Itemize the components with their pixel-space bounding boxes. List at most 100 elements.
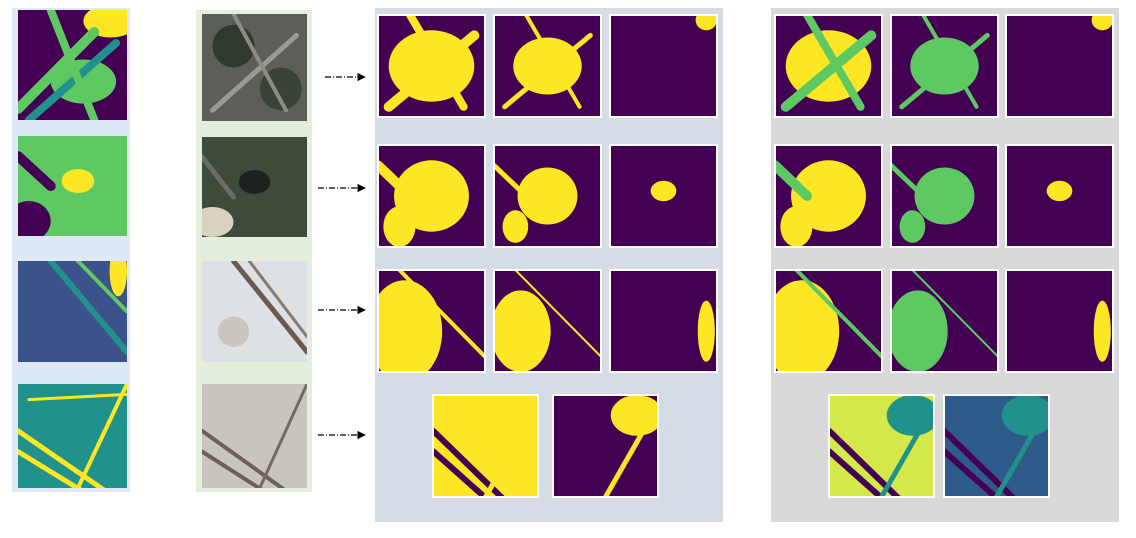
stroke: [18, 27, 100, 114]
tile-border: [774, 269, 883, 373]
blob: [494, 290, 551, 372]
blob: [18, 201, 51, 236]
tile: [18, 10, 127, 120]
tile: [493, 269, 602, 373]
blob: [775, 280, 840, 372]
tile-bg: [202, 261, 307, 362]
tile-content: [891, 270, 998, 372]
tile: [377, 269, 486, 373]
tile-content: [18, 136, 127, 236]
tile: [943, 394, 1050, 498]
blob: [1046, 180, 1073, 202]
tile: [552, 394, 659, 498]
stroke: [514, 270, 601, 358]
blob: [217, 316, 250, 347]
tile-border: [890, 144, 999, 248]
stroke: [502, 32, 593, 110]
tile-border: [1005, 14, 1114, 118]
tile-border: [493, 144, 602, 248]
blob: [1001, 395, 1049, 436]
tile-content: [494, 15, 601, 117]
stroke: [210, 32, 299, 113]
tile-border: [432, 394, 539, 498]
tile: [890, 144, 999, 248]
tile: [609, 14, 718, 118]
stroke: [483, 402, 538, 497]
tile-content: [944, 395, 1049, 497]
stroke: [603, 402, 658, 497]
blob: [650, 180, 677, 202]
stroke: [433, 427, 506, 497]
tile: [202, 384, 307, 488]
tile-content: [433, 395, 538, 497]
stroke: [994, 402, 1049, 497]
tile-border: [774, 14, 883, 118]
tile: [202, 14, 307, 121]
blob: [517, 167, 578, 225]
stroke: [829, 448, 886, 497]
blob: [61, 169, 95, 193]
stroke: [899, 32, 990, 110]
tile-border: [1005, 269, 1114, 373]
blob: [914, 167, 975, 225]
stroke: [775, 160, 813, 201]
tile-content: [775, 270, 882, 372]
tile-content: [610, 15, 717, 117]
blob: [910, 37, 979, 95]
stroke: [383, 30, 480, 112]
tile: [18, 384, 127, 488]
stroke: [944, 427, 1017, 497]
stroke: [27, 392, 127, 402]
tile-border: [890, 14, 999, 118]
stroke: [75, 261, 127, 314]
tile-border: [1005, 144, 1114, 248]
stroke: [406, 15, 468, 111]
stroke: [921, 15, 979, 109]
stroke: [202, 449, 263, 488]
tile: [493, 14, 602, 118]
stroke: [75, 384, 127, 488]
stroke: [794, 270, 882, 359]
tile: [377, 144, 486, 248]
tile: [774, 144, 883, 248]
blob: [383, 206, 416, 247]
tile-content: [775, 15, 882, 117]
blob: [50, 59, 117, 104]
stroke: [780, 30, 877, 112]
tile-content: [1006, 270, 1113, 372]
blob: [791, 160, 866, 232]
tile: [493, 144, 602, 248]
tile: [432, 394, 539, 498]
tile-border: [774, 144, 883, 248]
blob: [695, 15, 717, 31]
tile-border: [890, 269, 999, 373]
tile: [828, 394, 935, 498]
blob: [378, 280, 443, 372]
stroke: [18, 151, 56, 191]
stroke: [397, 270, 485, 359]
stroke: [553, 427, 626, 497]
tile-border: [377, 269, 486, 373]
blob: [502, 210, 529, 243]
tile-content: [610, 270, 717, 372]
tile-content: [494, 145, 601, 247]
tile: [890, 14, 999, 118]
tile-content: [202, 261, 307, 362]
tile: [774, 269, 883, 373]
tile-bg: [1006, 15, 1113, 117]
tile: [202, 261, 307, 362]
tile: [890, 269, 999, 373]
tile-border: [377, 14, 486, 118]
blob: [513, 37, 582, 95]
tile-border: [828, 394, 935, 498]
stroke: [891, 162, 926, 199]
tile-bg: [18, 261, 127, 362]
tile-content: [891, 145, 998, 247]
tile-content: [494, 270, 601, 372]
stroke: [202, 428, 286, 488]
tile-content: [378, 145, 485, 247]
blob: [1091, 15, 1113, 31]
tile: [1005, 144, 1114, 248]
tile: [609, 269, 718, 373]
